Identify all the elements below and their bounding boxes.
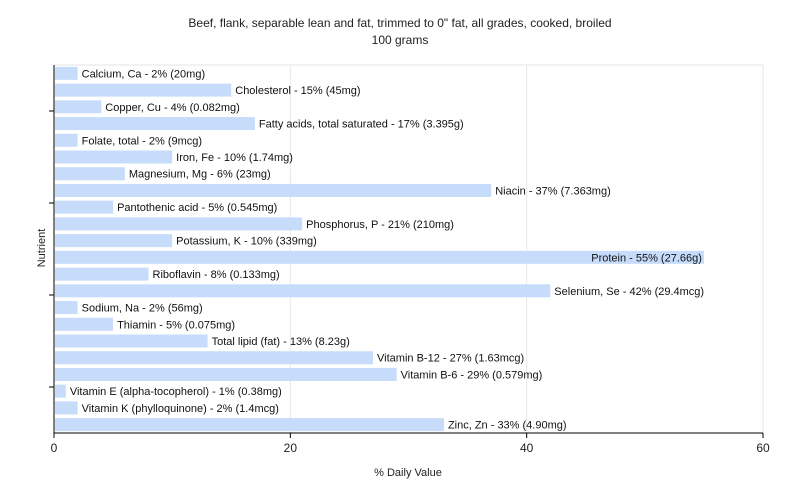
bar-15: [55, 317, 114, 331]
bar-4: [55, 133, 78, 147]
bar-label-10: Potassium, K - 10% (339mg): [176, 236, 317, 248]
bar-label-17: Vitamin B-12 - 27% (1.63mcg): [377, 353, 524, 365]
bar-label-21: Zinc, Zn - 33% (4.90mg): [448, 420, 567, 432]
x-tick-label-20: 20: [284, 441, 298, 455]
bar-label-18: Vitamin B-6 - 29% (0.579mg): [401, 369, 543, 381]
bar-labels: Calcium, Ca - 2% (20mg) Cholesterol - 15%…: [70, 68, 704, 431]
bar-11: [55, 250, 704, 264]
bar-6: [55, 167, 125, 181]
bar-19: [55, 384, 66, 398]
bar-label-12: Riboflavin - 8% (0.133mg): [153, 269, 280, 281]
bar-5: [55, 150, 173, 164]
y-axis-label: Nutrient: [36, 229, 48, 268]
bar-label-14: Sodium, Na - 2% (56mg): [82, 303, 203, 315]
bar-label-5: Iron, Fe - 10% (1.74mg): [176, 152, 293, 164]
bar-20: [55, 401, 78, 415]
chart-subtitle: 100 grams: [372, 33, 429, 47]
bar-label-16: Total lipid (fat) - 13% (8.23g): [212, 336, 350, 348]
bar-3: [55, 117, 255, 131]
bar-21: [55, 418, 444, 432]
bar-label-20: Vitamin K (phylloquinone) - 2% (1.4mcg): [82, 403, 279, 415]
bar-17: [55, 351, 374, 365]
bar-label-13: Selenium, Se - 42% (29.4mcg): [554, 286, 704, 298]
bar-label-1: Cholesterol - 15% (45mg): [235, 85, 360, 97]
bar-label-15: Thiamin - 5% (0.075mg): [117, 319, 235, 331]
x-tick-label-40: 40: [520, 441, 534, 455]
bar-8: [55, 200, 114, 214]
bar-label-9: Phosphorus, P - 21% (210mg): [306, 219, 454, 231]
bar-9: [55, 217, 303, 231]
bar-16: [55, 334, 208, 348]
bar-label-4: Folate, total - 2% (9mcg): [82, 135, 202, 147]
bar-label-7: Niacin - 37% (7.363mg): [495, 185, 611, 197]
bar-1: [55, 83, 232, 97]
bar-0: [55, 66, 78, 80]
bar-13: [55, 284, 551, 298]
bars: [55, 66, 704, 432]
axes: 0 20 40 60: [49, 65, 770, 455]
bar-12: [55, 267, 149, 281]
x-tick-label-0: 0: [51, 441, 58, 455]
bar-18: [55, 367, 397, 381]
bar-label-8: Pantothenic acid - 5% (0.545mg): [117, 202, 277, 214]
bar-2: [55, 100, 102, 114]
x-tick-label-60: 60: [756, 441, 770, 455]
bar-label-11: Protein - 55% (27.66g): [591, 252, 702, 264]
bar-label-6: Magnesium, Mg - 6% (23mg): [129, 169, 271, 181]
bar-7: [55, 183, 492, 197]
bar-label-19: Vitamin E (alpha-tocopherol) - 1% (0.38m…: [70, 386, 282, 398]
bar-14: [55, 301, 78, 315]
x-axis-label: % Daily Value: [374, 467, 442, 479]
chart-title: Beef, flank, separable lean and fat, tri…: [188, 16, 611, 30]
bar-label-3: Fatty acids, total saturated - 17% (3.39…: [259, 119, 464, 131]
bar-10: [55, 234, 173, 248]
bar-label-0: Calcium, Ca - 2% (20mg): [82, 68, 205, 80]
bar-label-2: Copper, Cu - 4% (0.082mg): [105, 102, 240, 114]
